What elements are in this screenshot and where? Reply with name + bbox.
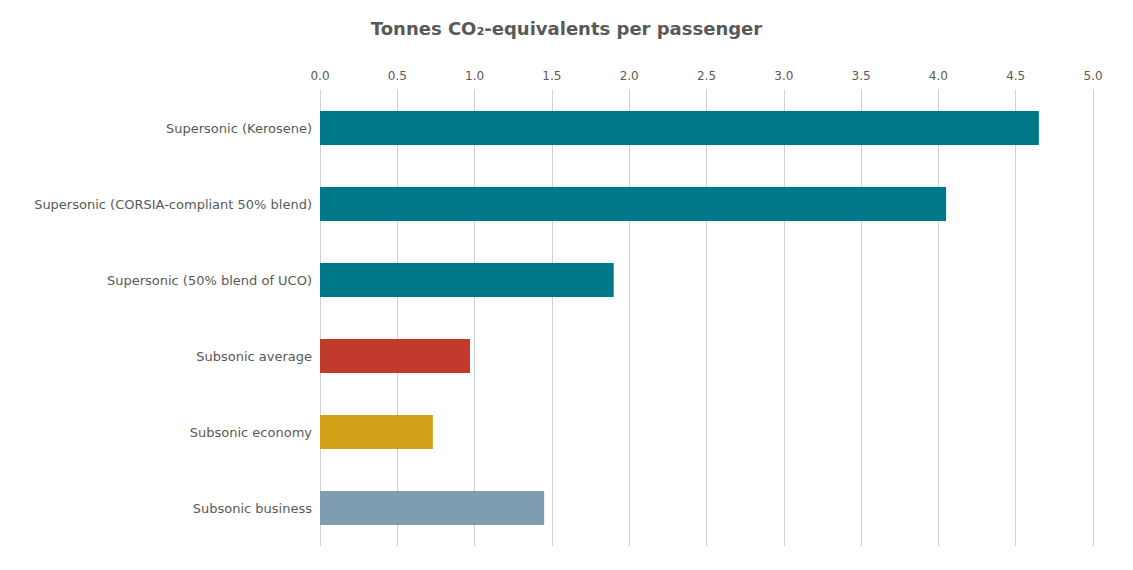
- svg-text:0.5: 0.5: [388, 69, 407, 83]
- svg-text:Subsonic average: Subsonic average: [196, 349, 312, 364]
- svg-text:3.0: 3.0: [774, 69, 793, 83]
- svg-text:2.5: 2.5: [697, 69, 716, 83]
- svg-text:1.0: 1.0: [465, 69, 484, 83]
- svg-text:2.0: 2.0: [620, 69, 639, 83]
- svg-text:Supersonic (Kerosene): Supersonic (Kerosene): [166, 121, 312, 136]
- svg-text:Subsonic business: Subsonic business: [193, 501, 312, 516]
- svg-text:4.0: 4.0: [929, 69, 948, 83]
- svg-text:4.5: 4.5: [1006, 69, 1025, 83]
- svg-text:3.5: 3.5: [852, 69, 871, 83]
- svg-text:1.5: 1.5: [542, 69, 561, 83]
- svg-text:Supersonic (CORSIA-compliant 5: Supersonic (CORSIA-compliant 50% blend): [34, 197, 312, 212]
- svg-text:0.0: 0.0: [310, 69, 329, 83]
- svg-text:Subsonic economy: Subsonic economy: [190, 425, 313, 440]
- svg-text:Tonnes CO₂-equivalents per pas: Tonnes CO₂-equivalents per passenger: [371, 18, 762, 39]
- svg-text:5.0: 5.0: [1083, 69, 1102, 83]
- svg-text:Supersonic (50% blend of UCO): Supersonic (50% blend of UCO): [107, 273, 312, 288]
